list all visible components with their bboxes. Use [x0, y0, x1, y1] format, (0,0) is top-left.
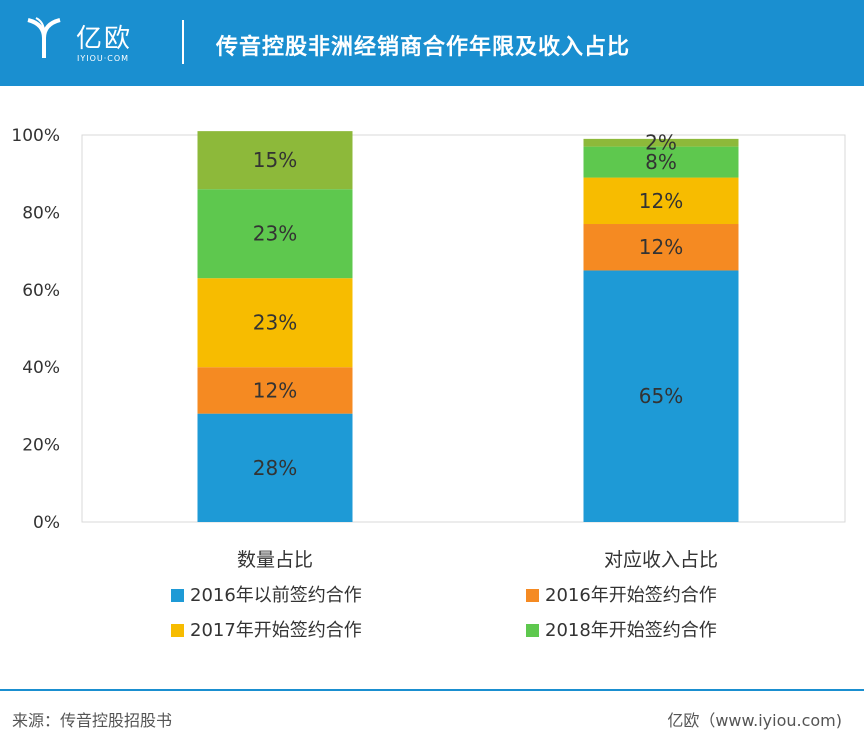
x-category-label: 对应收入占比 [604, 549, 718, 571]
data-label: 28% [253, 456, 297, 480]
legend-swatch [526, 624, 539, 637]
logo-icon [27, 17, 61, 58]
y-tick-label: 0% [33, 513, 60, 533]
legend-item-2018-start: 2018年开始签约合作 [526, 616, 717, 642]
legend-item-2016-start: 2016年开始签约合作 [526, 581, 717, 607]
source-note: 来源：传音控股招股书 [12, 711, 173, 730]
y-tick-label: 100% [11, 126, 60, 146]
legend-swatch [171, 589, 184, 602]
data-label: 15% [253, 148, 297, 172]
y-tick-label: 20% [22, 436, 60, 456]
data-label: 12% [639, 189, 683, 213]
brand-note: 亿欧（www.iyiou.com) [667, 711, 842, 730]
legend-swatch [171, 624, 184, 637]
bar-segment [197, 413, 353, 522]
plot-area-border [81, 134, 846, 523]
bar-segment [583, 177, 739, 225]
y-tick-label: 80% [22, 203, 60, 223]
legend-label: 2018年开始签约合作 [545, 620, 717, 641]
data-label: 12% [639, 235, 683, 259]
data-label: 12% [253, 378, 297, 402]
bar-segment [197, 278, 353, 368]
logo-text: 亿欧 [76, 24, 133, 54]
data-label: 8% [645, 150, 677, 174]
bar-segment [583, 224, 739, 271]
bar-segment [197, 131, 353, 190]
legend-item-2016-before: 2016年以前签约合作 [171, 581, 362, 607]
footer-divider [0, 689, 864, 691]
x-category-label: 数量占比 [237, 549, 313, 571]
legend-label: 2017年开始签约合作 [190, 620, 362, 641]
data-label: 2% [645, 131, 677, 155]
data-label: 23% [253, 311, 297, 335]
bar-segment [583, 270, 739, 522]
bar-segment [197, 189, 353, 279]
legend-label: 2016年开始签约合作 [545, 585, 717, 606]
y-tick-label: 40% [22, 358, 60, 378]
logo-subtext: IYIOU·COM [77, 54, 130, 63]
legend-swatch [526, 589, 539, 602]
bar-segment [583, 146, 739, 178]
page-title: 传音控股非洲经销商合作年限及收入占比 [216, 35, 631, 60]
y-tick-label: 60% [22, 281, 60, 301]
legend-label: 2016年以前签约合作 [190, 585, 362, 606]
header-divider [182, 20, 184, 64]
stacked-bar-chart: 0% 20% 40% 60% 80% 100% 28% 12% 23% 23% 15% 数量占比 65%… [11, 126, 846, 571]
bar-segment [197, 367, 353, 414]
data-label: 23% [253, 222, 297, 246]
data-label: 65% [639, 384, 683, 408]
header-bar: 亿欧 IYIOU·COM 传音控股非洲经销商合作年限及收入占比 [0, 0, 864, 86]
bar-segment [583, 138, 739, 147]
legend-item-2017-start: 2017年开始签约合作 [171, 616, 362, 642]
